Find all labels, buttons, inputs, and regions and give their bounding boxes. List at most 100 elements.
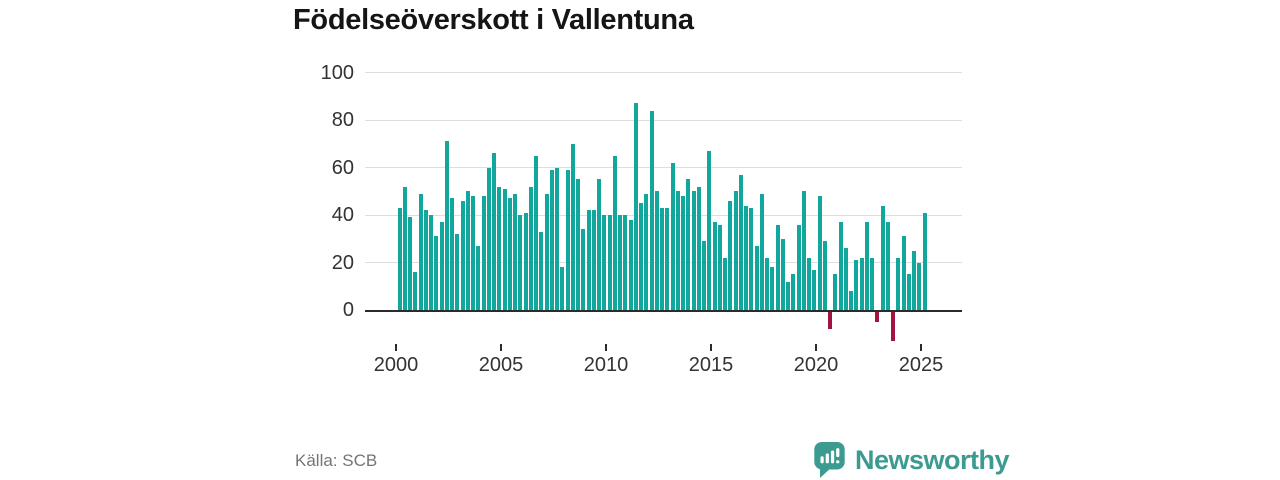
x-axis-tick-label: 2005 [478, 354, 524, 376]
chart-bar [460, 200, 465, 310]
chart-bar [544, 193, 549, 310]
chart-bar [660, 207, 665, 310]
chart-bar [728, 200, 733, 310]
chart-bar [570, 143, 575, 310]
chart-bar [707, 150, 712, 310]
chart-bar [439, 222, 444, 310]
x-axis-tick [815, 344, 817, 351]
chart-bar [507, 198, 512, 310]
chart-bar [591, 210, 596, 310]
x-axis-tick [395, 344, 397, 351]
x-axis-tick-label: 2015 [688, 354, 734, 376]
x-axis-tick [710, 344, 712, 351]
chart-bar [917, 262, 922, 310]
chart-bar [691, 191, 696, 310]
chart-bar [796, 224, 801, 310]
chart-bar [486, 167, 491, 310]
chart-bar [597, 179, 602, 310]
chart-bar [896, 257, 901, 310]
source-note: Källa: SCB [295, 451, 378, 470]
chart-bar [607, 215, 612, 310]
chart-bar [912, 250, 917, 310]
gridline [365, 119, 962, 121]
chart-bar [633, 103, 638, 310]
chart-bar [534, 155, 539, 310]
chart-bar [849, 291, 854, 310]
chart-bar [859, 257, 864, 310]
chart-bar [712, 222, 717, 310]
x-axis-tick [920, 344, 922, 351]
chart-bar [471, 196, 476, 310]
x-axis-tick-label: 2000 [373, 354, 419, 376]
chart-bar [518, 215, 523, 310]
chart-bar [875, 312, 880, 322]
chart-bar [738, 174, 743, 310]
chart-bar [828, 312, 833, 329]
chart-bar [402, 186, 407, 310]
chart-bar [870, 257, 875, 310]
chart-bar [434, 236, 439, 310]
chart-bar [843, 248, 848, 310]
chart-bar [413, 272, 418, 310]
chart-bar [602, 215, 607, 310]
chart-bar [397, 207, 402, 310]
chart-bar [681, 196, 686, 310]
x-axis-tick [605, 344, 607, 351]
chart-bar [791, 274, 796, 310]
plot-area: 0 20 40 60 80 100 2000 2005 2010 2015 2020 2025 [320, 61, 962, 376]
chart-bar [476, 245, 481, 310]
chart-bar [854, 260, 859, 310]
chart-bar [906, 274, 911, 310]
chart-bar [922, 212, 927, 310]
chart-bar [418, 193, 423, 310]
chart-bar [408, 217, 413, 310]
chart-bar [670, 162, 675, 310]
chart-bar [775, 224, 780, 310]
chart-bar [801, 191, 806, 310]
chart-bar [717, 224, 722, 310]
gridline [365, 167, 962, 168]
x-axis-tick-label: 2010 [583, 354, 629, 376]
chart-bar [812, 269, 817, 310]
chart-bar [891, 312, 896, 341]
chart-bar [744, 205, 749, 310]
chart-bar [628, 219, 633, 310]
chart-bar [497, 186, 502, 310]
chart-bar [492, 153, 497, 310]
y-axis-tick-label: 40 [331, 204, 354, 226]
chart-bar [581, 229, 586, 310]
newsworthy-logo: Newsworthy [812, 441, 1010, 479]
chart-bar [864, 222, 869, 310]
chart-bar [702, 241, 707, 310]
y-axis-tick-label: 0 [342, 299, 354, 321]
y-axis-tick-label: 60 [331, 156, 354, 179]
chart-bar [639, 203, 644, 310]
chart-bar [549, 169, 554, 310]
chart-bar [817, 196, 822, 310]
chart-bar [644, 193, 649, 310]
x-axis-tick [500, 344, 502, 351]
chart-bar [654, 191, 659, 310]
y-axis-tick-label: 20 [331, 251, 354, 274]
chart-bar [523, 212, 528, 310]
chart-bar [555, 167, 560, 310]
chart-bar [665, 207, 670, 310]
chart-bar [450, 198, 455, 310]
chart-bar [618, 215, 623, 310]
chart-bar [560, 267, 565, 310]
chart-bar [807, 257, 812, 310]
chart-bar [465, 191, 470, 310]
chart-bar [565, 169, 570, 310]
x-axis-tick-label: 2020 [793, 354, 839, 376]
y-axis-tick-label: 80 [331, 109, 354, 131]
chart-bar [759, 193, 764, 310]
y-axis-tick-label: 100 [320, 61, 354, 84]
chart-bar [429, 215, 434, 310]
chart-bar [786, 281, 791, 310]
chart-bar [901, 236, 906, 310]
chart-bar [502, 188, 507, 310]
chart-bar [696, 186, 701, 310]
chart-bar [733, 191, 738, 310]
chart-bar [838, 222, 843, 310]
